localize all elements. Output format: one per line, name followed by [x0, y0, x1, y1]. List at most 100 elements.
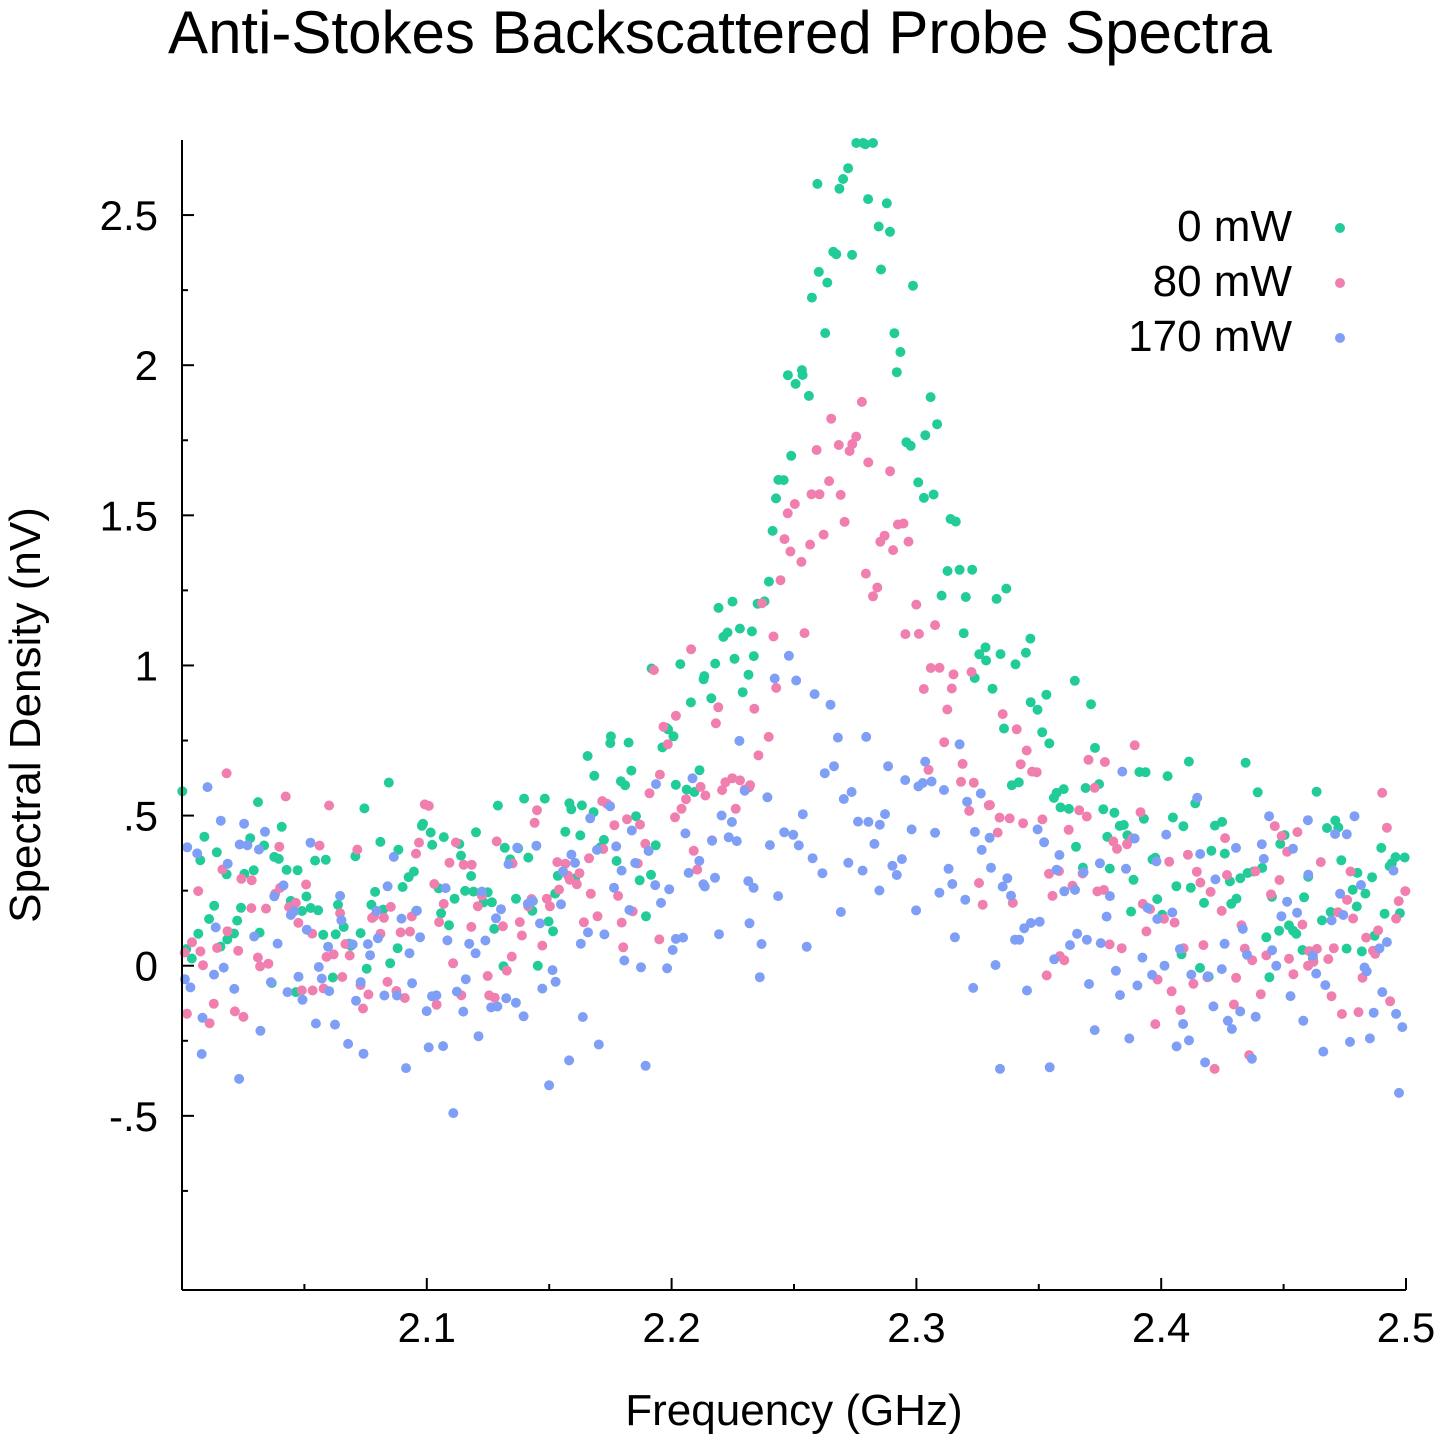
data-point [1373, 925, 1384, 936]
data-point [851, 431, 862, 442]
data-point [328, 949, 339, 960]
data-point [383, 777, 394, 788]
data-point [813, 266, 824, 277]
data-point [466, 859, 477, 870]
data-point [722, 627, 733, 638]
data-point [968, 982, 979, 993]
data-point [1025, 918, 1036, 928]
data-point [415, 932, 426, 943]
data-point [448, 1108, 459, 1119]
data-point [630, 858, 641, 868]
data-point [527, 896, 538, 907]
data-point [1025, 697, 1036, 708]
data-point [448, 958, 459, 969]
data-point [861, 731, 872, 742]
data-point [749, 703, 760, 714]
data-point [310, 1018, 321, 1029]
data-point [869, 838, 880, 849]
data-point [954, 564, 965, 575]
data-point [1152, 894, 1163, 905]
data-point [1297, 919, 1308, 930]
data-point [786, 450, 797, 461]
data-point [1276, 831, 1287, 841]
data-point [1219, 938, 1230, 949]
data-point [817, 868, 828, 879]
data-point [263, 958, 274, 969]
data-point [857, 865, 868, 876]
data-point [1109, 807, 1120, 818]
data-point [330, 1019, 340, 1030]
data-point [1210, 874, 1221, 885]
data-point [1015, 759, 1026, 770]
data-point [1399, 852, 1410, 863]
data-point [960, 592, 971, 602]
data-point [1285, 991, 1296, 1002]
data-point [212, 943, 223, 953]
data-point [898, 518, 909, 529]
data-point [764, 840, 775, 851]
data-point [297, 906, 307, 916]
data-point [911, 905, 922, 916]
data-point [427, 839, 438, 850]
data-point [539, 793, 550, 804]
data-point [438, 898, 449, 909]
data-point [589, 770, 600, 781]
data-point [514, 917, 525, 928]
data-point [918, 684, 929, 694]
data-point [650, 880, 661, 891]
data-point [969, 826, 980, 837]
data-point [974, 649, 985, 660]
data-point [958, 628, 969, 639]
data-point [211, 847, 222, 858]
data-point [675, 659, 686, 670]
data-point [327, 972, 338, 983]
data-point [449, 893, 460, 904]
data-point [1318, 1046, 1329, 1057]
data-point [529, 817, 540, 828]
data-point [571, 879, 582, 890]
data-point [1041, 970, 1052, 981]
data-point [1381, 937, 1392, 948]
data-point [835, 489, 846, 500]
data-point [1250, 1011, 1261, 1022]
data-point [382, 881, 393, 892]
data-point [820, 328, 831, 339]
data-point [1336, 855, 1347, 866]
data-point [650, 840, 661, 851]
data-point [796, 556, 807, 567]
data-point [1152, 914, 1163, 924]
data-point [1292, 827, 1303, 838]
data-point [516, 930, 527, 941]
data-point [713, 602, 724, 613]
data-point [1311, 786, 1322, 797]
data-point [523, 852, 534, 863]
data-point [1065, 940, 1075, 951]
data-point [619, 955, 630, 966]
data-point [421, 1006, 432, 1017]
data-point [1199, 897, 1209, 908]
y-tick-label: 1 [135, 642, 158, 689]
data-point [1178, 1019, 1189, 1029]
data-point [1195, 849, 1206, 859]
data-point [444, 857, 455, 868]
data-point [1169, 917, 1180, 928]
data-point [370, 886, 381, 897]
data-point [706, 693, 717, 704]
data-point [535, 918, 545, 929]
data-point [734, 623, 745, 634]
data-point [506, 951, 517, 962]
data-point [695, 781, 706, 792]
data-point [566, 804, 577, 815]
data-point [699, 881, 710, 892]
data-point [710, 872, 720, 883]
data-point [1070, 884, 1080, 895]
data-point [577, 1012, 588, 1022]
data-point [324, 986, 335, 997]
data-point [789, 499, 800, 509]
data-point [512, 842, 523, 853]
data-point [232, 915, 243, 926]
data-point [654, 934, 665, 945]
data-point [385, 901, 396, 912]
data-point [1335, 888, 1346, 899]
data-point [1255, 989, 1266, 1000]
